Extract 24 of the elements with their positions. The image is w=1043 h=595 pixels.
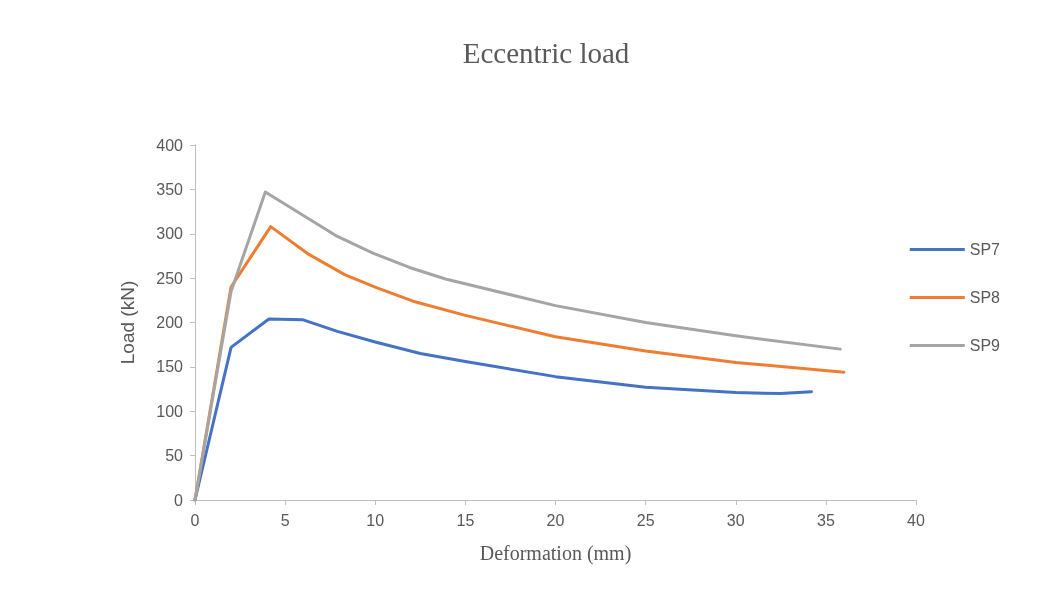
x-tick-label: 35: [816, 511, 835, 529]
x-axis-title: Deformation (mm): [479, 542, 632, 565]
x-tick-label: 10: [366, 511, 385, 529]
chart-title: Eccentric load: [462, 36, 630, 69]
y-tick-label: 50: [165, 447, 184, 465]
y-tick-label: 350: [156, 180, 184, 198]
x-tick-label: 20: [546, 511, 565, 529]
x-tick-label: 0: [190, 511, 200, 529]
y-tick-label: 0: [174, 491, 184, 509]
x-tick-label: 15: [456, 511, 475, 529]
legend-label: SP7: [969, 241, 1001, 258]
y-tick-label: 300: [156, 225, 184, 243]
x-tick-label: 30: [726, 511, 745, 529]
legend-label: SP8: [969, 289, 1001, 306]
y-tick-label: 250: [156, 269, 184, 287]
x-tick-label: 5: [280, 511, 290, 529]
y-axis-title: Load (kN): [117, 280, 138, 365]
y-tick-label: 150: [156, 358, 184, 376]
x-tick-label: 40: [907, 511, 925, 529]
y-tick-label: 200: [156, 314, 184, 331]
x-tick-label: 25: [636, 511, 655, 529]
y-tick-label: 100: [156, 402, 184, 420]
legend-label: SP9: [969, 337, 1001, 354]
y-tick-label: 400: [156, 136, 184, 154]
